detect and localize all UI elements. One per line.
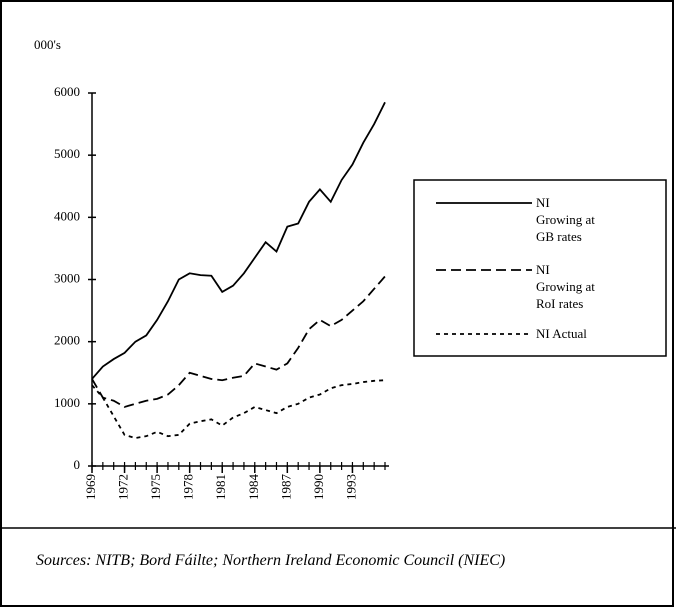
x-tick-label: 1969: [83, 474, 98, 500]
y-tick-label: 4000: [54, 208, 80, 223]
y-tick-label: 6000: [54, 84, 80, 99]
legend-label: NI Growing at RoI rates: [536, 262, 595, 311]
y-tick-label: 0: [74, 457, 81, 472]
x-tick-label: 1990: [311, 474, 326, 500]
y-tick-label: 2000: [54, 333, 80, 348]
source-note: Sources: NITB; Bord Fáilte; Northern Ire…: [36, 552, 506, 569]
legend-label: NI Growing at GB rates: [536, 195, 595, 244]
series-line: [91, 275, 386, 408]
series-line: [91, 379, 386, 439]
y-axis-label: 000's: [34, 37, 61, 52]
legend-label: NI Actual: [536, 326, 587, 341]
y-tick-label: 1000: [54, 395, 80, 410]
series-line: [91, 101, 386, 380]
y-tick-label: 3000: [54, 270, 80, 285]
x-tick-label: 1993: [343, 474, 358, 500]
x-tick-label: 1987: [278, 474, 293, 501]
x-tick-label: 1981: [213, 474, 228, 500]
x-tick-label: 1972: [116, 474, 131, 500]
legend-box: [413, 179, 667, 357]
x-tick-label: 1984: [246, 474, 261, 501]
x-tick-label: 1975: [148, 474, 163, 500]
x-tick-label: 1978: [181, 474, 196, 500]
y-tick-label: 5000: [54, 146, 80, 161]
